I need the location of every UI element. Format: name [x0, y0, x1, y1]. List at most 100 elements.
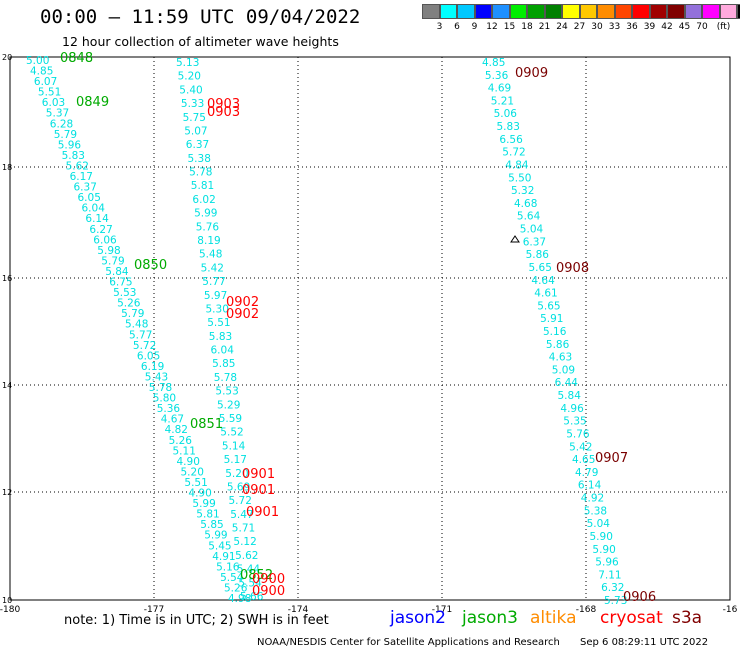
swh-value-label: 5.20	[181, 466, 204, 478]
color-scale-tick-label: 45	[678, 22, 691, 32]
color-scale-tick-label: 42	[661, 22, 673, 32]
swh-value-label: 5.16	[543, 326, 567, 338]
x-tick-label: -180	[0, 605, 20, 615]
swh-value-label: 5.90	[590, 531, 613, 543]
location-marker-icon	[510, 235, 520, 243]
color-scale-tick-label: 36	[626, 22, 638, 32]
swh-value-label: 5.65	[529, 262, 552, 274]
color-swatch	[702, 4, 720, 19]
swh-value-label: 4.61	[534, 288, 557, 300]
swh-value-label: 6.28	[50, 118, 73, 130]
swh-value-label: 5.48	[199, 249, 222, 261]
swh-value-label: 5.79	[54, 129, 77, 141]
color-swatch	[614, 4, 632, 19]
swh-value-label: 5.96	[595, 557, 619, 569]
swh-value-label: 5.83	[497, 121, 520, 133]
swh-value-label: 6.04	[211, 345, 235, 357]
swh-value-label: 5.81	[191, 180, 214, 192]
swh-value-label: 5.85	[200, 519, 223, 531]
x-tick-label: -174	[288, 605, 309, 615]
swh-value-label: 4.90	[177, 456, 200, 468]
swh-value-label: 5.76	[196, 221, 220, 233]
swh-value-label: 5.11	[173, 445, 196, 457]
color-swatch	[649, 4, 667, 19]
swh-value-label: 6.03	[42, 97, 65, 109]
swh-value-label: 6.37	[186, 139, 209, 151]
swh-value-label: 5.44	[237, 564, 261, 576]
swh-value-label: 4.90	[188, 488, 211, 500]
pass-time-label: 0901	[242, 483, 275, 498]
swh-value-label: 5.77	[202, 276, 225, 288]
swh-value-label: 5.72	[229, 495, 252, 507]
swh-value-label: 5.80	[153, 393, 176, 405]
swh-value-label: 5.17	[224, 454, 247, 466]
color-swatch	[562, 4, 580, 19]
color-scale-tick-label: 6	[454, 22, 460, 32]
color-swatch	[667, 4, 685, 19]
swh-value-label: 4.91	[212, 551, 235, 563]
color-swatch	[439, 4, 457, 19]
swh-value-label: 6.05	[137, 350, 160, 362]
swh-value-label: 5.78	[149, 382, 172, 394]
swh-value-label: 5.04	[520, 224, 544, 236]
swh-value-label: 5.29	[217, 399, 240, 411]
pass-time-label: 0902	[226, 295, 259, 310]
color-swatch	[474, 4, 492, 19]
swh-value-label: 5.97	[204, 290, 227, 302]
swh-value-label: 4.98	[228, 593, 251, 605]
swh-value-label: 6.27	[89, 224, 112, 236]
swh-value-label: 4.96	[560, 403, 584, 415]
color-scale-labels: 3 6 9 12 15 18 21 24 27 30 33 36 39 42 45 70 (ft)	[422, 22, 740, 34]
swh-value-label: 5.21	[491, 95, 514, 107]
swh-value-label: 5.84	[105, 266, 129, 278]
swh-value-label: 6.56	[499, 134, 523, 146]
pass-time-label: 0849	[76, 95, 109, 110]
swh-value-label: 6.07	[34, 76, 57, 88]
swh-value-label: 5.69	[227, 482, 250, 494]
y-tick-label: 14	[2, 381, 12, 390]
color-scale-bar	[422, 4, 740, 19]
swh-value-label: 5.42	[201, 262, 224, 274]
swh-value-label: 5.51	[207, 317, 230, 329]
color-scale-tick-label: 30	[591, 22, 603, 32]
swh-value-label: 6.04	[82, 203, 106, 215]
swh-value-label: 5.14	[222, 440, 246, 452]
swh-value-label: 4.63	[549, 352, 572, 364]
color-swatch	[632, 4, 650, 19]
swh-value-label: 5.76	[566, 429, 590, 441]
swh-value-label: 5.99	[192, 498, 215, 510]
swh-value-label: 5.66	[240, 591, 264, 603]
generated-timestamp: Sep 6 08:29:11 UTC 2022	[580, 637, 709, 648]
swh-value-label: 5.53	[215, 386, 238, 398]
swh-value-label: 6.02	[192, 194, 215, 206]
color-swatch	[527, 4, 545, 19]
swh-value-label: 5.96	[58, 139, 82, 151]
footnote: note: 1) Time is in UTC; 2) SWH is in fe…	[64, 613, 329, 628]
color-swatch	[492, 4, 510, 19]
color-scale-tick-label: 9	[471, 22, 478, 32]
color-scale-tick-label: 70	[696, 22, 708, 32]
swh-value-label: 5.79	[101, 255, 124, 267]
pass-time-label: 0850	[134, 258, 167, 273]
swh-value-label: 5.51	[38, 87, 61, 99]
pass-time-label: 0900	[252, 584, 285, 599]
swh-value-label: 5.53	[113, 287, 136, 299]
swh-value-label: 5.83	[209, 331, 232, 343]
pass-time-label: 0908	[556, 261, 589, 276]
swh-value-label: 4.67	[161, 414, 184, 426]
color-scale-tick-label: 24	[556, 22, 568, 32]
pass-time-label: 0851	[190, 417, 223, 432]
swh-value-label: 5.33	[181, 98, 204, 110]
legend-cryosat: cryosat	[600, 608, 663, 628]
swh-value-label: 6.17	[70, 171, 93, 183]
pass-time-label: 0907	[595, 451, 628, 466]
swh-value-label: 4.85	[482, 57, 505, 69]
swh-value-label: 5.71	[232, 523, 255, 535]
legend-jason2: jason2	[390, 608, 446, 628]
swh-value-label: 5.84	[558, 390, 582, 402]
swh-value-label: 5.32	[511, 185, 534, 197]
swh-value-label: 5.54	[238, 577, 262, 589]
swh-value-label: 5.62	[235, 550, 258, 562]
swh-value-label: 5.52	[220, 427, 243, 439]
